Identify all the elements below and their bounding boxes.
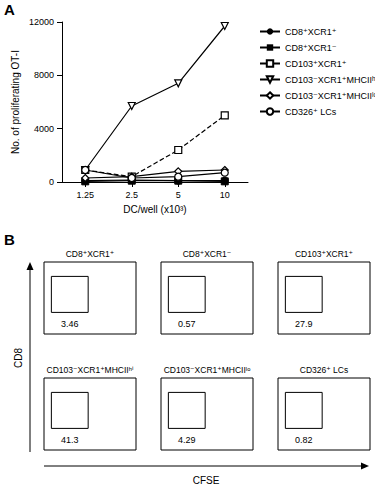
svg-text:CD103⁻XCR1⁺MHCIIˡᵒ: CD103⁻XCR1⁺MHCIIˡᵒ [285, 91, 375, 101]
svg-text:12000: 12000 [29, 17, 54, 27]
svg-text:4.29: 4.29 [178, 435, 196, 445]
svg-text:CD8⁺XCR1⁻: CD8⁺XCR1⁻ [183, 249, 232, 259]
svg-text:CD103⁺XCR1⁺: CD103⁺XCR1⁺ [285, 59, 347, 69]
svg-text:8000: 8000 [34, 70, 54, 80]
svg-text:2.5: 2.5 [125, 190, 138, 200]
svg-text:CD103⁻XCR1⁺MHCIIʰⁱ: CD103⁻XCR1⁺MHCIIʰⁱ [285, 75, 375, 85]
svg-text:CD326⁺ LCs: CD326⁺ LCs [285, 107, 337, 117]
svg-text:CD326⁺ LCs: CD326⁺ LCs [300, 365, 348, 375]
svg-text:41.3: 41.3 [61, 435, 79, 445]
svg-text:CD103⁺XCR1⁺: CD103⁺XCR1⁺ [295, 249, 353, 259]
svg-text:CD8⁺XCR1⁺: CD8⁺XCR1⁺ [285, 27, 337, 37]
svg-text:CFSE: CFSE [193, 475, 220, 486]
svg-text:0.57: 0.57 [178, 319, 196, 329]
svg-text:No. of proliferating OT-I: No. of proliferating OT-I [10, 50, 21, 154]
svg-text:CD103⁻XCR1⁺MHCIIˡᵒ: CD103⁻XCR1⁺MHCIIˡᵒ [164, 365, 251, 375]
svg-text:10: 10 [220, 190, 230, 200]
svg-text:CD8⁺XCR1⁺: CD8⁺XCR1⁺ [66, 249, 115, 259]
svg-text:3.46: 3.46 [61, 319, 79, 329]
svg-text:DC/well (x10³): DC/well (x10³) [123, 204, 186, 215]
svg-text:B: B [4, 231, 15, 248]
svg-text:CD8⁺XCR1⁻: CD8⁺XCR1⁻ [285, 43, 337, 53]
svg-text:CD103⁻XCR1⁺MHCIIʰⁱ: CD103⁻XCR1⁺MHCIIʰⁱ [47, 365, 134, 375]
svg-text:4000: 4000 [34, 124, 54, 134]
svg-text:5: 5 [176, 190, 181, 200]
svg-text:A: A [4, 1, 15, 18]
svg-text:0: 0 [49, 177, 54, 187]
svg-text:27.9: 27.9 [295, 319, 313, 329]
svg-text:0.82: 0.82 [295, 435, 313, 445]
svg-text:1.25: 1.25 [76, 190, 94, 200]
svg-text:CD8: CD8 [13, 348, 24, 368]
